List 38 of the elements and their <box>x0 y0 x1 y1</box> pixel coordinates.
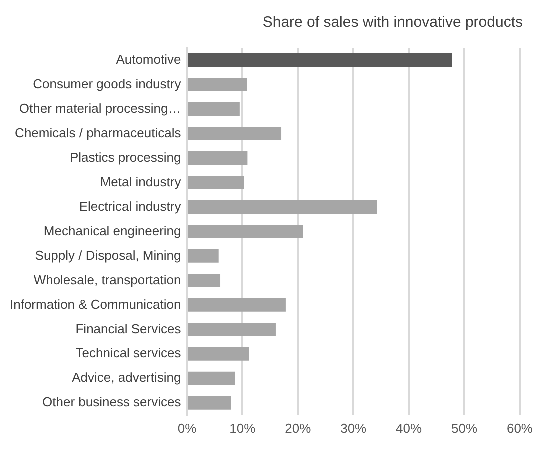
x-tick-label: 0% <box>178 420 198 436</box>
bar <box>188 224 304 238</box>
y-tick-label: Information & Communication <box>10 296 182 312</box>
y-tick-label: Advice, advertising <box>72 370 182 386</box>
y-tick-label: Metal industry <box>100 174 182 190</box>
bar <box>188 151 248 165</box>
bar <box>188 249 219 263</box>
bar <box>188 78 248 92</box>
bar <box>188 200 378 214</box>
y-tick-label: Financial Services <box>76 321 182 336</box>
x-tick-label: 20% <box>285 420 312 436</box>
y-tick-label: Supply / Disposal, Mining <box>35 248 182 263</box>
y-tick-label: Plastics processing <box>70 150 182 165</box>
bar <box>188 396 232 410</box>
bar <box>188 126 282 140</box>
bar <box>188 298 286 312</box>
x-tick-label: 50% <box>452 420 478 436</box>
bar <box>188 54 452 67</box>
y-tick-label: Technical services <box>76 346 182 361</box>
x-tick-label: 10% <box>230 420 256 436</box>
y-tick-label: Other material processing… <box>19 100 182 116</box>
x-tick-label: 40% <box>396 420 423 436</box>
bar <box>188 274 221 288</box>
y-tick-label: Electrical industry <box>79 198 182 214</box>
x-tick-label: 30% <box>340 420 368 436</box>
x-tick-label: 60% <box>506 420 534 436</box>
bar <box>188 176 244 190</box>
y-tick-label: Chemicals / pharmaceuticals <box>15 125 182 140</box>
y-tick-label: Consumer goods industry <box>33 76 182 92</box>
y-tick-label: Other business services <box>42 394 182 410</box>
bar <box>188 102 240 116</box>
y-tick-label: Mechanical engineering <box>44 223 182 238</box>
bar <box>188 322 276 336</box>
y-tick-label: Wholesale, transportation <box>34 272 182 288</box>
bar <box>188 347 250 361</box>
bar <box>188 372 236 386</box>
chart-title: Share of sales with innovative products <box>262 14 523 32</box>
y-tick-label: Automotive <box>116 52 182 67</box>
